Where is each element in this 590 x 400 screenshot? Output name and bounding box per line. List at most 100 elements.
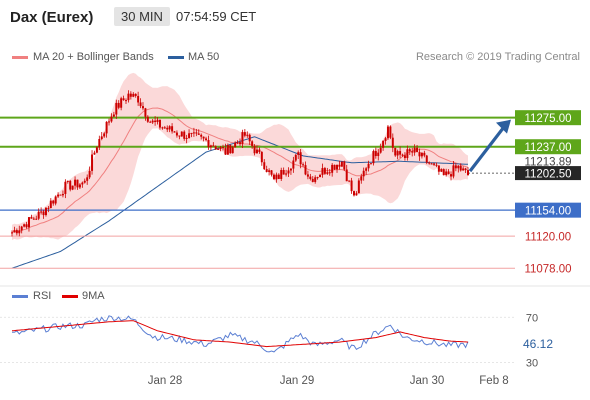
candle-body [154,120,157,123]
candle-body [226,145,229,155]
candle-body [197,133,200,135]
candle-body [32,218,35,220]
candle-body [309,176,312,179]
candle-body [76,179,79,188]
candle-body [222,147,225,149]
candle-body [64,181,67,194]
candle-body [406,149,409,159]
candle-body [95,147,98,153]
candle-body [236,142,239,144]
level-label: 11275.00 [524,113,571,125]
candle-body [78,184,81,188]
candle-body [408,149,411,152]
ma50-legend-label: MA 50 [188,51,220,63]
candle-body [450,174,453,177]
candle-body [171,126,174,132]
candle-body [173,131,176,133]
rsi-plot: 70 30 46.12 [0,312,553,369]
candle-body [13,230,16,233]
candle-body [289,168,292,171]
forecast-arrow-shaft [468,124,507,173]
candle-body [125,100,127,102]
candle-body [311,178,314,182]
candle-body [333,164,336,170]
candle-body [403,155,406,159]
candle-body [416,147,419,153]
candle-body [255,149,258,154]
candle-body [214,146,217,150]
candle-body [219,147,222,149]
instrument-title: Dax (Eurex) [10,9,94,26]
candle-body [132,93,135,97]
candle-body [224,148,227,155]
candle-body [115,102,118,115]
candle-body [47,207,50,209]
candle-body [156,119,159,123]
candle-body [454,165,457,169]
candle-body [260,151,263,163]
rsi-tick-label: 70 [526,312,538,324]
candle-body [129,93,132,97]
candle-body [175,132,178,136]
x-tick-label: Jan 28 [148,375,183,387]
candle-body [464,168,467,171]
candle-body [452,165,455,177]
rsi-ma-line [11,320,469,348]
candle-body [246,134,249,136]
candle-body [399,151,402,155]
candle-body [59,194,62,196]
candle-body [294,154,297,161]
candle-body [251,141,254,147]
candle-body [316,177,319,179]
candle-body [297,152,300,155]
candle-body [168,126,171,130]
x-axis: Jan 28 Jan 29 Jan 30 Feb 8 [148,375,509,387]
candle-body [207,140,210,148]
candle-body [137,95,140,103]
candle-body [86,177,89,181]
candle-body [386,126,389,139]
level-label: 11237.00 [524,142,571,154]
candle-body [98,139,101,148]
candle-body [299,152,302,165]
level-label-box [515,139,581,155]
candle-body [44,207,47,216]
candle-body [205,138,208,141]
rsi-ma-legend-swatch [62,295,78,298]
candle-body [323,168,326,174]
candle-body [234,142,237,148]
candle-body [110,116,113,122]
candle-body [192,132,195,134]
candle-body [420,152,423,157]
candle-body [440,169,443,172]
candle-body [372,151,375,164]
watermark: Research © 2019 Trading Central [415,51,580,63]
candle-body [141,106,144,109]
candle-body [287,170,290,174]
candle-body [54,196,57,204]
candle-body [11,232,13,234]
rsi-tick-label: 30 [526,357,538,369]
chart-header: Dax (Eurex) 30 MIN 07:54:59 CET [0,0,590,38]
candle-body [394,147,397,156]
candle-body [360,176,363,181]
timeframe-badge[interactable]: 30 MIN [114,7,170,26]
candle-body [166,127,169,130]
candle-body [319,174,322,178]
candle-body [105,121,108,134]
candle-body [328,172,331,174]
candle-body [163,127,166,129]
candle-body [413,147,416,153]
candle-body [15,230,18,234]
candle-body [18,230,21,234]
candle-body [183,131,186,139]
candle-body [270,170,273,175]
forecast-arrow-head [496,119,511,134]
candle-body [462,168,465,171]
candle-body [91,154,94,171]
candle-body [423,152,426,156]
candle-body [117,102,120,108]
candle-body [268,170,271,172]
candle-body [23,224,26,227]
